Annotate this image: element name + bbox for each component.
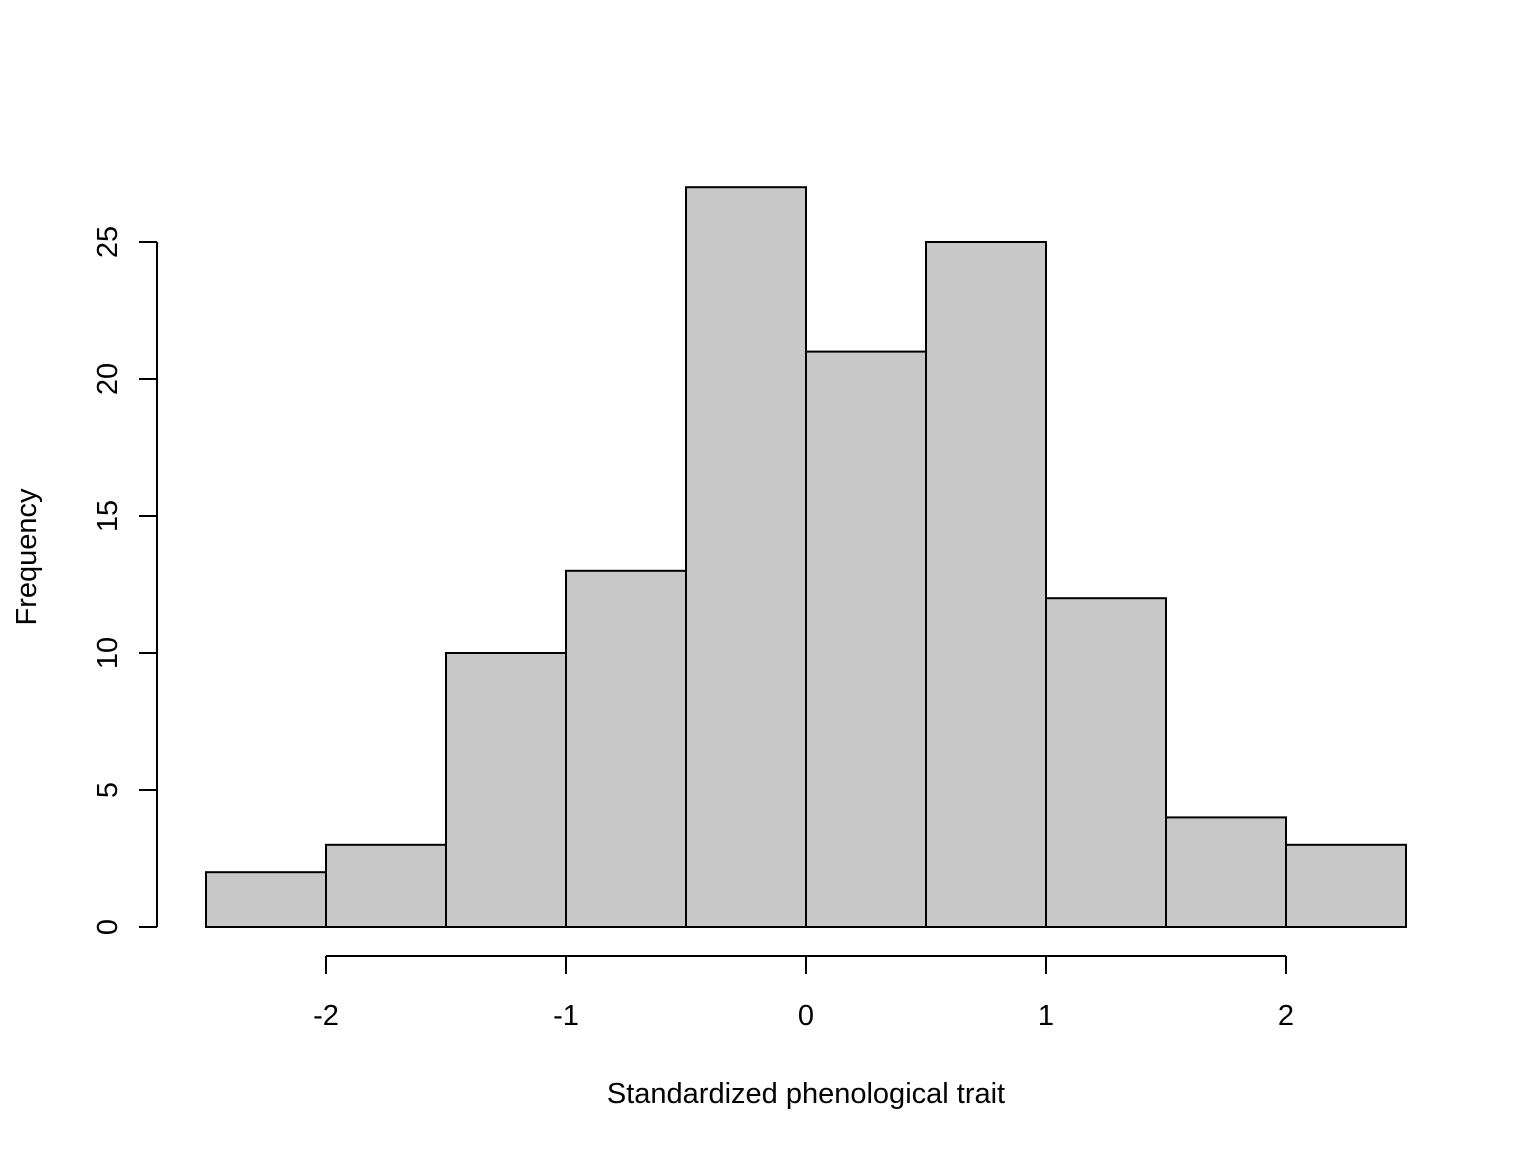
x-tick-label--2: -2 xyxy=(313,1000,339,1032)
histogram-bar-4 xyxy=(565,569,687,928)
y-tick-label-0: 0 xyxy=(92,919,124,935)
histogram-bar-1 xyxy=(205,871,327,929)
histogram-bar-10 xyxy=(1285,843,1407,928)
y-tick-label-15: 15 xyxy=(92,500,124,532)
histogram-bar-3 xyxy=(445,652,567,928)
x-tick-label-2: 2 xyxy=(1278,1000,1294,1032)
histogram-bar-5 xyxy=(685,186,807,928)
y-tick-label-20: 20 xyxy=(92,363,124,395)
x-tick-label-0: 0 xyxy=(798,1000,814,1032)
histogram-bar-9 xyxy=(1165,816,1287,929)
x-tick-label--1: -1 xyxy=(553,1000,579,1032)
histogram-bar-7 xyxy=(925,241,1047,928)
y-tick-label-5: 5 xyxy=(92,782,124,798)
x-tick-label-1: 1 xyxy=(1038,1000,1054,1032)
histogram-bars xyxy=(205,186,1407,929)
histogram-bar-2 xyxy=(325,843,447,928)
y-axis: 0 5 10 15 20 25 xyxy=(92,226,158,935)
y-tick-label-25: 25 xyxy=(92,226,124,258)
y-tick-label-10: 10 xyxy=(92,637,124,669)
x-axis-label: Standardized phenological trait xyxy=(607,1078,1005,1110)
histogram-bar-6 xyxy=(805,350,927,929)
x-axis: -2 -1 0 1 2 xyxy=(313,955,1294,1032)
histogram-bar-8 xyxy=(1045,597,1167,928)
y-axis-label: Frequency xyxy=(11,488,43,626)
